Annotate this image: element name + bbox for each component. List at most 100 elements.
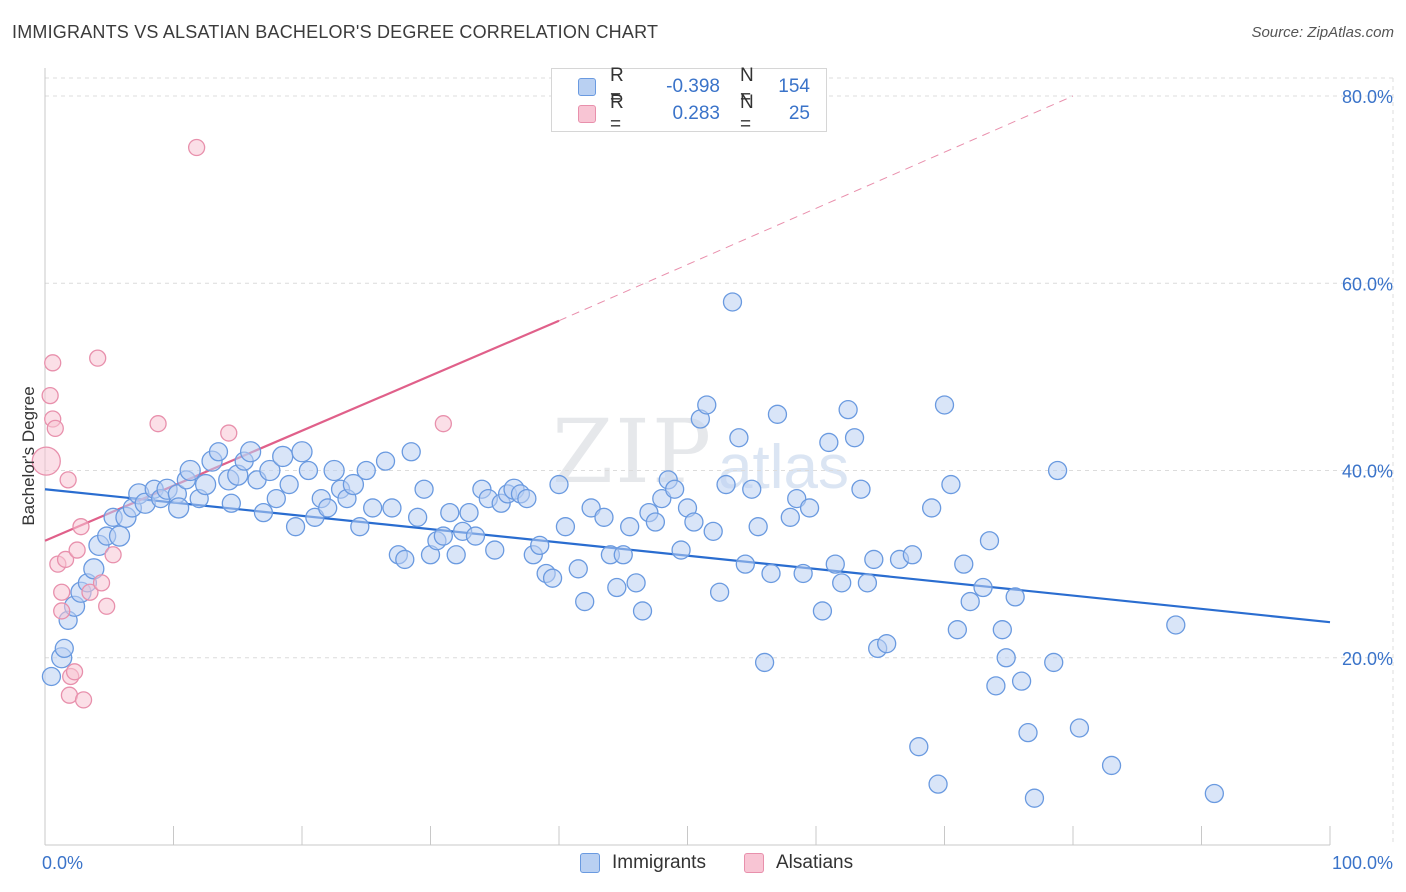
point-immigrants <box>375 451 396 471</box>
point-immigrants <box>857 573 878 593</box>
legend-n-label: N = <box>740 92 754 135</box>
series-swatch-immigrants <box>580 853 600 873</box>
source-label: Source: ZipAtlas.com <box>1251 24 1394 41</box>
legend-row-alsatians: R = 0.283 N = 25 <box>552 92 810 135</box>
point-immigrants <box>318 498 338 518</box>
point-immigrants <box>652 488 672 509</box>
legend-n-value: 154 <box>778 76 810 97</box>
series-label-alsatians: Alsatians <box>776 852 854 873</box>
point-immigrants <box>433 526 454 546</box>
point-alsatians <box>220 424 238 442</box>
point-alsatians <box>44 354 62 372</box>
point-alsatians <box>72 518 90 536</box>
point-immigrants <box>1101 755 1122 776</box>
point-immigrants <box>356 460 376 481</box>
point-immigrants <box>83 558 105 580</box>
point-immigrants <box>716 474 736 495</box>
point-immigrants <box>298 460 319 481</box>
point-immigrants <box>934 395 955 415</box>
point-immigrants <box>581 498 601 518</box>
point-immigrants <box>742 479 762 499</box>
point-immigrants <box>922 498 942 518</box>
point-immigrants <box>960 591 980 612</box>
point-immigrants <box>986 676 1006 696</box>
y-tick-label: 60.0% <box>1342 274 1393 294</box>
point-immigrants <box>1005 587 1025 607</box>
point-immigrants <box>253 502 274 523</box>
legend-row-immigrants: R = -0.398 N = 154 <box>552 65 810 108</box>
series-legend-alsatians[interactable]: Alsatians <box>744 852 853 874</box>
point-immigrants <box>613 545 633 565</box>
point-immigrants <box>1024 788 1045 808</box>
series-swatch-alsatians <box>744 853 764 873</box>
point-alsatians <box>46 419 64 438</box>
point-immigrants <box>697 395 717 415</box>
point-immigrants <box>446 545 466 565</box>
point-immigrants <box>323 459 345 482</box>
point-immigrants <box>542 568 563 588</box>
point-immigrants <box>291 441 313 463</box>
point-immigrants <box>729 428 749 448</box>
point-alsatians <box>56 550 75 569</box>
point-immigrants <box>838 399 858 420</box>
point-alsatians <box>68 541 86 559</box>
point-alsatians <box>59 471 77 489</box>
point-immigrants <box>832 573 852 593</box>
point-immigrants <box>517 488 537 509</box>
point-immigrants <box>735 554 755 574</box>
point-immigrants <box>632 601 653 621</box>
point-immigrants <box>793 563 813 584</box>
point-immigrants <box>285 517 306 537</box>
point-immigrants <box>761 563 781 584</box>
point-immigrants <box>722 292 743 312</box>
y-tick-label: 20.0% <box>1342 649 1393 669</box>
point-immigrants <box>909 737 929 757</box>
point-alsatians <box>92 574 111 592</box>
point-immigrants <box>844 428 865 448</box>
point-immigrants <box>754 652 775 673</box>
point-immigrants <box>703 521 723 542</box>
point-immigrants <box>465 526 486 546</box>
y-tick-label: 80.0% <box>1342 87 1393 107</box>
series-legend-immigrants[interactable]: Immigrants <box>580 852 706 874</box>
point-immigrants <box>992 620 1012 640</box>
point-immigrants <box>973 577 993 598</box>
series-legend: Immigrants Alsatians <box>0 852 1406 878</box>
point-immigrants <box>363 498 383 518</box>
legend-n-value: 25 <box>788 103 810 124</box>
x-tick-label: 0.0% <box>42 853 83 873</box>
point-alsatians <box>81 583 99 601</box>
point-alsatians <box>41 386 59 405</box>
legend-r-label: R = <box>610 65 624 108</box>
point-alsatians <box>53 602 71 620</box>
point-immigrants <box>780 507 800 527</box>
legend-swatch-immigrants <box>578 78 596 96</box>
point-immigrants <box>459 502 479 523</box>
point-immigrants <box>350 517 370 537</box>
point-immigrants <box>221 493 241 513</box>
point-immigrants <box>941 474 961 495</box>
point-immigrants <box>108 525 131 547</box>
y-tick-label: 40.0% <box>1342 462 1393 482</box>
point-immigrants <box>167 497 190 519</box>
point-immigrants <box>342 473 365 496</box>
point-immigrants <box>902 545 923 565</box>
legend-r-value: -0.398 <box>666 76 720 97</box>
point-alsatians <box>187 138 206 157</box>
point-immigrants <box>626 573 646 593</box>
point-immigrants <box>395 549 415 570</box>
point-immigrants <box>279 474 299 495</box>
point-immigrants <box>954 554 974 574</box>
point-alsatians <box>74 691 93 709</box>
data-points <box>31 138 1224 808</box>
point-immigrants <box>1044 652 1064 673</box>
point-immigrants <box>787 488 807 509</box>
point-immigrants <box>239 441 262 463</box>
point-immigrants <box>671 540 691 560</box>
point-immigrants <box>1047 460 1068 481</box>
chart-title: IMMIGRANTS VS ALSATIAN BACHELOR'S DEGREE… <box>12 22 659 42</box>
point-immigrants <box>709 582 730 602</box>
point-immigrants <box>401 442 421 462</box>
point-immigrants <box>54 638 74 659</box>
